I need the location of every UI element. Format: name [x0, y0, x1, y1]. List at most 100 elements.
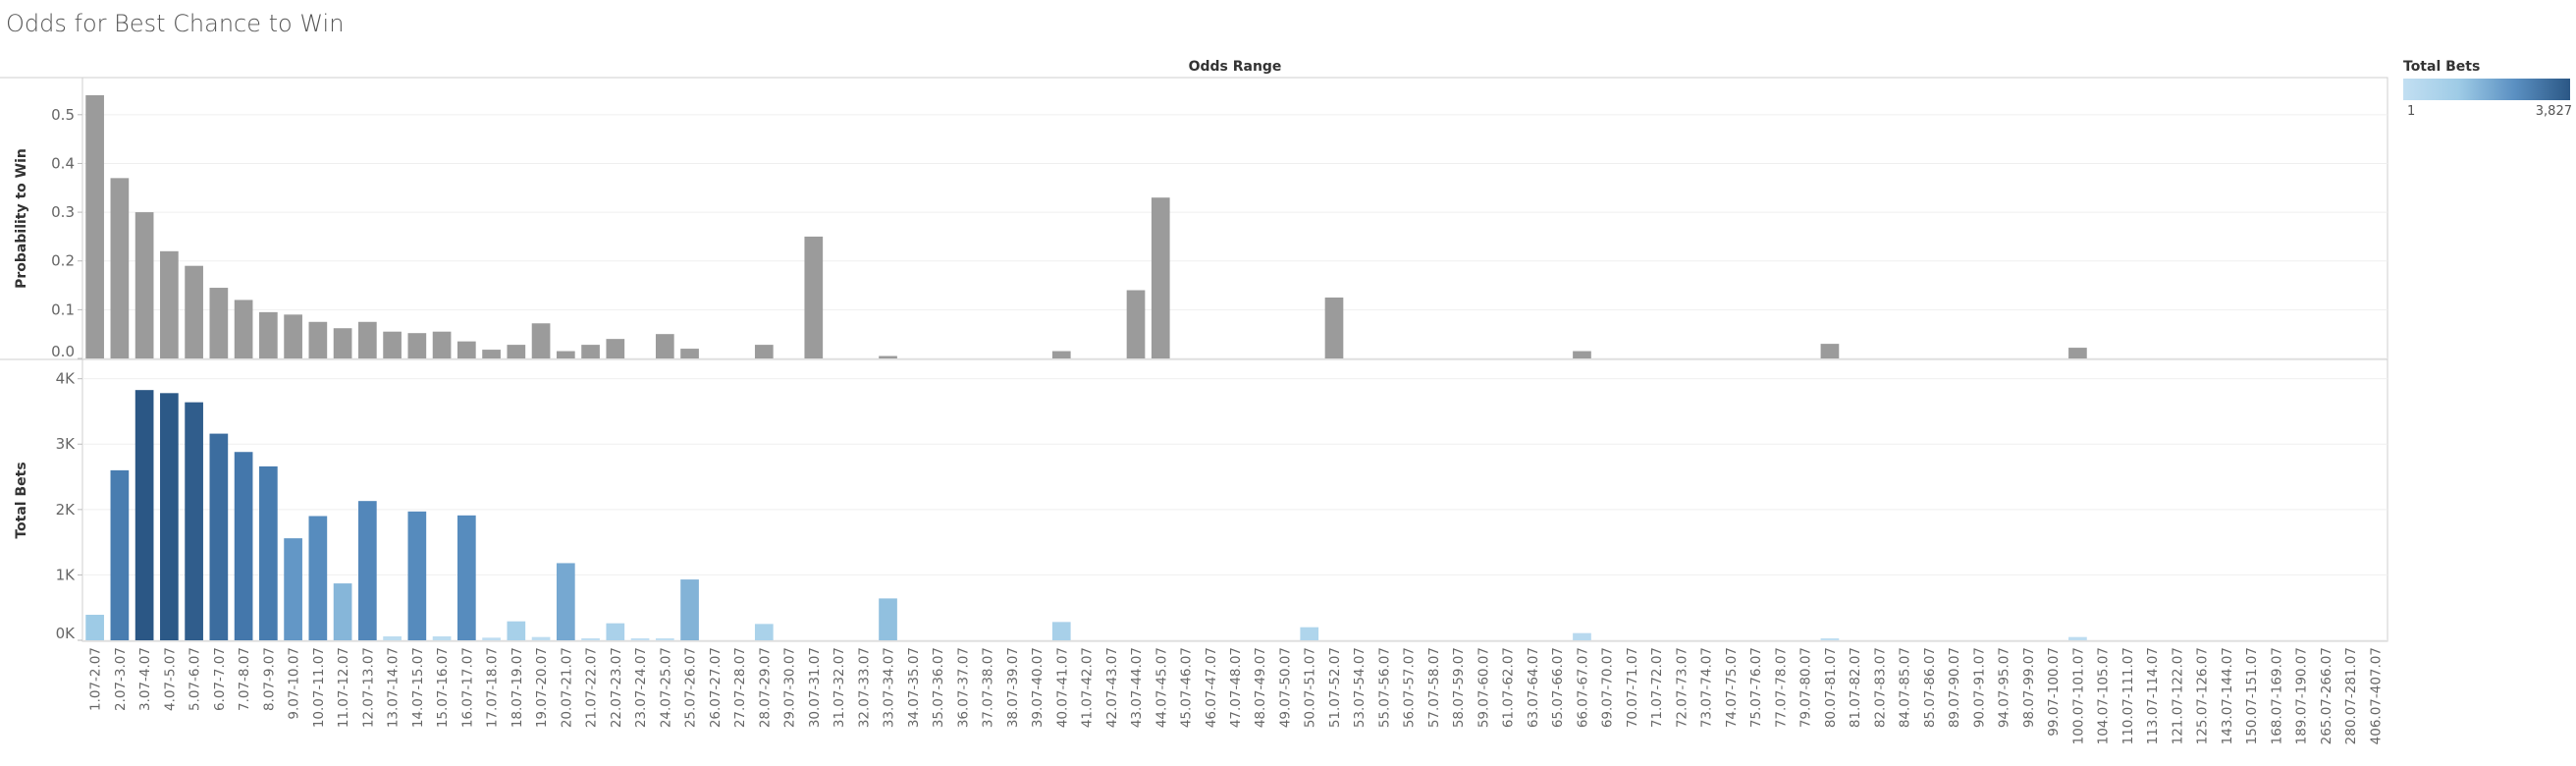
x-tick-label: 81.07-82.07 [1848, 647, 1863, 728]
x-tick-label: 2.07-3.07 [113, 647, 129, 711]
bar [134, 212, 154, 358]
bar [259, 311, 278, 358]
x-tick-label: 51.07-52.07 [1327, 647, 1343, 728]
bar [754, 345, 774, 358]
x-tick-label: 84.07-85.07 [1898, 647, 1913, 728]
legend-title: Total Bets [2403, 59, 2481, 75]
bar [85, 94, 104, 359]
bar [383, 331, 402, 358]
x-tick-label: 47.07-48.07 [1228, 647, 1244, 728]
bar [284, 314, 302, 358]
y-axis-title: Total Bets [14, 462, 29, 538]
x-tick-label: 58.07-59.07 [1451, 647, 1467, 728]
y-tick-label: 0.3 [51, 203, 75, 221]
bar [333, 583, 352, 640]
bar [754, 624, 774, 640]
x-tick-label: 50.07-51.07 [1303, 647, 1318, 728]
y-tick-label: 1K [56, 566, 77, 583]
x-tick-label: 150.07-151.07 [2244, 647, 2260, 744]
y-axis-title: Probability to Win [14, 148, 29, 289]
x-tick-label: 15.07-16.07 [435, 647, 451, 728]
bar [531, 636, 551, 640]
color-legend: Total Bets 1 3,827 [2403, 59, 2572, 122]
bar [358, 321, 377, 358]
bar [1051, 351, 1071, 358]
bar [456, 341, 476, 358]
x-tick-label: 65.07-66.07 [1550, 647, 1566, 728]
x-tick-label: 1.07-2.07 [88, 647, 104, 711]
x-tick-label: 7.07-8.07 [237, 647, 252, 711]
x-tick-label: 189.07-190.07 [2294, 647, 2310, 744]
x-tick-label: 25.07-26.07 [683, 647, 699, 728]
x-tick-label: 74.07-75.07 [1724, 647, 1740, 728]
bar [680, 349, 699, 358]
y-tick-label: 0.5 [51, 106, 75, 124]
bar [556, 563, 575, 640]
x-tick-label: 10.07-11.07 [311, 647, 327, 728]
x-tick-label: 80.07-81.07 [1823, 647, 1839, 728]
x-tick-label: 21.07-22.07 [584, 647, 600, 728]
bar [234, 300, 253, 358]
bar [1051, 622, 1071, 640]
bar [581, 638, 600, 640]
x-tick-label: 13.07-14.07 [386, 647, 402, 728]
x-tick-label: 40.07-41.07 [1054, 647, 1070, 728]
x-tick-label: 99.07-100.07 [2046, 647, 2062, 737]
legend-max-label: 3,827 [2535, 104, 2572, 119]
y-tick-label: 0.2 [51, 252, 75, 270]
x-tick-label: 45.07-46.07 [1179, 647, 1195, 728]
bar [85, 615, 104, 640]
odds-chart: Odds Range 0.0 0.1 0.2 0.3 0.4 0.5 Probability … [0, 59, 2388, 744]
bar [2068, 636, 2087, 640]
x-tick-label: 28.07-29.07 [757, 647, 773, 728]
page-title: Odds for Best Chance to Win [6, 10, 345, 37]
x-tick-label: 43.07-44.07 [1129, 647, 1145, 728]
x-tick-label: 39.07-40.07 [1030, 647, 1046, 728]
bar [333, 328, 352, 358]
bar [804, 236, 824, 358]
bar [110, 469, 130, 640]
x-tick-label: 56.07-57.07 [1402, 647, 1418, 728]
x-tick-label: 14.07-15.07 [410, 647, 426, 728]
x-tick-label: 143.07-144.07 [2220, 647, 2235, 744]
x-tick-label: 49.07-50.07 [1277, 647, 1293, 728]
x-tick-label: 66.07-67.07 [1575, 647, 1590, 728]
x-tick-label: 33.07-34.07 [882, 647, 897, 728]
bar [606, 623, 625, 640]
bar [160, 250, 179, 358]
x-tick-label: 113.07-114.07 [2145, 647, 2161, 744]
x-tick-label: 110.07-111.07 [2120, 647, 2136, 744]
x-tick-label: 168.07-169.07 [2269, 647, 2284, 744]
bar [680, 579, 699, 640]
x-tick-label: 73.07-74.07 [1699, 647, 1715, 728]
bar [879, 598, 897, 640]
x-tick-label: 57.07-58.07 [1426, 647, 1442, 728]
bar [407, 511, 427, 640]
bar [456, 515, 476, 640]
bar [655, 334, 674, 358]
bar [209, 433, 229, 640]
bar [185, 402, 203, 640]
x-tick-label: 94.07-95.07 [1997, 647, 2012, 728]
x-tick-label: 265.07-266.07 [2319, 647, 2334, 744]
x-tick-label: 48.07-49.07 [1253, 647, 1268, 728]
x-tick-label: 41.07-42.07 [1080, 647, 1096, 728]
bar [1573, 351, 1591, 358]
bar [110, 178, 130, 358]
y-tick-label: 3K [56, 435, 77, 453]
x-tick-label: 90.07-91.07 [1971, 647, 1987, 728]
x-tick-label: 17.07-18.07 [485, 647, 501, 728]
x-tick-label: 125.07-126.07 [2195, 647, 2211, 744]
x-tick-label: 9.07-10.07 [287, 647, 302, 720]
x-tick-label: 121.07-122.07 [2170, 647, 2185, 744]
x-tick-label: 75.07-76.07 [1748, 647, 1764, 728]
y-tick-label: 4K [56, 370, 77, 388]
bar [507, 621, 526, 640]
bar [308, 321, 328, 358]
y-tick-label: 0.4 [51, 154, 75, 172]
legend-min-label: 1 [2407, 104, 2416, 119]
x-tick-label: 38.07-39.07 [1005, 647, 1021, 728]
bar [482, 637, 501, 640]
x-tick-label: 69.07-70.07 [1600, 647, 1616, 728]
bar [1126, 290, 1146, 358]
